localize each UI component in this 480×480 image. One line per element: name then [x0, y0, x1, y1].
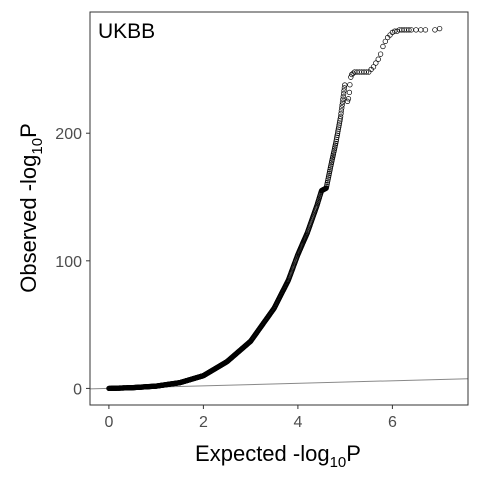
data-point	[325, 176, 331, 182]
y-tick-label: 200	[55, 126, 82, 143]
data-point	[327, 167, 333, 173]
x-axis-title-main: Expected -log	[195, 441, 330, 466]
data-point	[344, 98, 351, 104]
data-points	[106, 25, 443, 392]
x-tick-label: 0	[104, 414, 113, 431]
data-point	[323, 185, 329, 191]
data-point	[350, 70, 356, 76]
data-point	[339, 105, 345, 111]
y-axis-title: Observed -log10P	[16, 123, 46, 293]
data-point	[347, 82, 353, 88]
data-point	[340, 90, 347, 97]
y-axis-title-main: Observed -log	[16, 155, 41, 293]
data-point	[340, 93, 346, 100]
x-axis-title-subscript: 10	[330, 454, 347, 471]
data-point	[370, 64, 377, 70]
data-point	[363, 69, 370, 75]
data-point	[324, 181, 330, 188]
panel-border	[89, 11, 469, 406]
data-point	[377, 51, 384, 57]
data-point	[338, 108, 345, 114]
data-point	[324, 179, 331, 186]
data-point	[341, 88, 347, 94]
data-point	[327, 165, 334, 171]
data-point	[335, 126, 342, 132]
data-point	[326, 170, 332, 177]
data-point	[334, 132, 340, 138]
data-point	[341, 85, 348, 91]
data-point	[334, 134, 340, 140]
data-point	[348, 74, 354, 80]
plot-panel	[90, 25, 468, 392]
data-point	[325, 174, 332, 180]
data-point	[333, 138, 339, 145]
data-point	[334, 130, 341, 136]
data-point	[339, 99, 346, 105]
data-point	[325, 178, 331, 184]
y-axis-title-subscript: 10	[29, 138, 46, 155]
data-point	[326, 172, 332, 178]
data-point	[437, 25, 443, 32]
data-point	[346, 89, 353, 96]
data-point	[342, 82, 348, 88]
x-tick-label: 2	[199, 414, 208, 431]
data-point	[345, 96, 352, 102]
data-point	[336, 120, 343, 126]
y-axis-ticks: 0 100 200	[55, 126, 90, 398]
data-point	[323, 183, 330, 189]
data-point	[382, 38, 388, 44]
x-tick-label: 6	[388, 414, 397, 431]
y-axis-title-tail: P	[16, 123, 41, 138]
data-point	[406, 27, 412, 33]
data-point	[336, 124, 342, 130]
data-point	[336, 122, 342, 128]
data-point	[333, 140, 339, 147]
data-point	[337, 116, 343, 122]
data-point	[380, 43, 386, 50]
x-tick-label: 4	[293, 414, 302, 431]
data-point	[373, 60, 379, 66]
data-point	[340, 96, 346, 102]
y-tick-label: 100	[55, 254, 82, 271]
data-point	[422, 27, 429, 33]
data-point	[338, 110, 344, 117]
x-axis-ticks: 0 2 4 6	[104, 405, 397, 431]
data-point	[339, 102, 345, 108]
x-axis-title: Expected -log10P	[195, 441, 361, 471]
data-point	[432, 27, 438, 33]
data-point	[327, 168, 333, 175]
data-point	[333, 136, 340, 142]
data-point	[392, 28, 398, 34]
y-tick-label: 0	[73, 381, 82, 398]
data-point	[375, 56, 381, 62]
x-axis-title-tail: P	[346, 441, 361, 466]
data-point	[337, 113, 344, 120]
panel-label: UKBB	[98, 20, 155, 43]
data-point	[335, 128, 341, 134]
